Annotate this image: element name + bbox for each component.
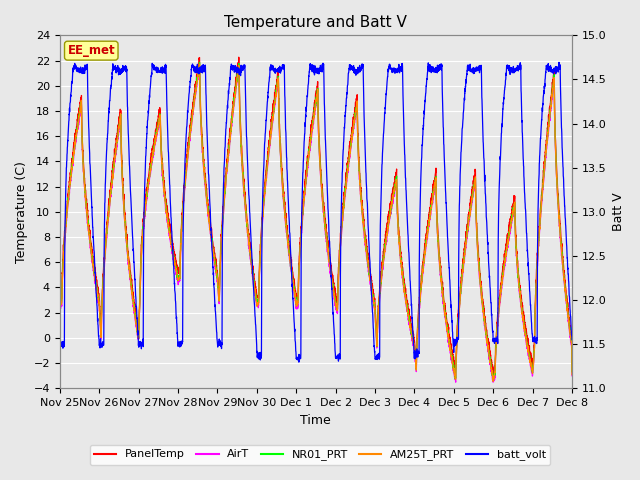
- Text: EE_met: EE_met: [67, 44, 115, 57]
- Y-axis label: Batt V: Batt V: [612, 192, 625, 231]
- Legend: PanelTemp, AirT, NR01_PRT, AM25T_PRT, batt_volt: PanelTemp, AirT, NR01_PRT, AM25T_PRT, ba…: [90, 445, 550, 465]
- X-axis label: Time: Time: [301, 414, 332, 427]
- Title: Temperature and Batt V: Temperature and Batt V: [225, 15, 407, 30]
- Y-axis label: Temperature (C): Temperature (C): [15, 161, 28, 263]
